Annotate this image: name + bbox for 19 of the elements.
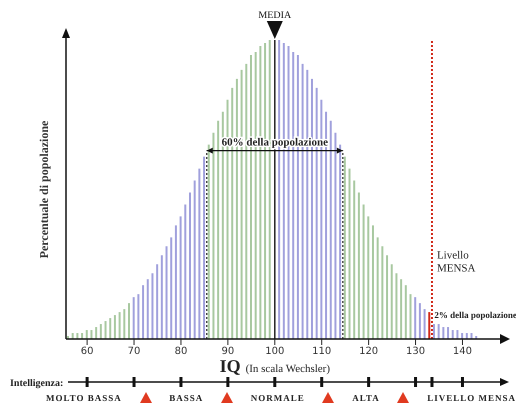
text: ALTA: [352, 392, 380, 402]
text: LIVELLO MENSA: [427, 392, 516, 402]
ref-line-label: Livello MENSA: [436, 249, 476, 274]
x-tick-label: 110: [312, 346, 332, 358]
x-tick-label: 80: [174, 346, 188, 358]
x-tick-label: 130: [406, 346, 426, 358]
x-tick-label: 90: [222, 346, 234, 358]
x-tick-label: 100: [265, 346, 284, 358]
x-tick-label: 60: [80, 346, 94, 358]
text: NORMALE: [250, 392, 305, 402]
text: Intelligenza:: [10, 378, 64, 389]
text: MOLTO BASSA: [46, 392, 122, 402]
x-axis-title: IQ (In scala Wechsler): [220, 356, 330, 376]
y-axis-title: Percentuale di popolazione: [37, 120, 51, 258]
x-tick-label: 120: [359, 346, 378, 358]
ref-line-label: MEDIA: [258, 10, 292, 21]
x-tick-label: 70: [128, 346, 140, 358]
x-tick-label: 140: [452, 346, 472, 358]
text: BASSA: [169, 392, 204, 402]
